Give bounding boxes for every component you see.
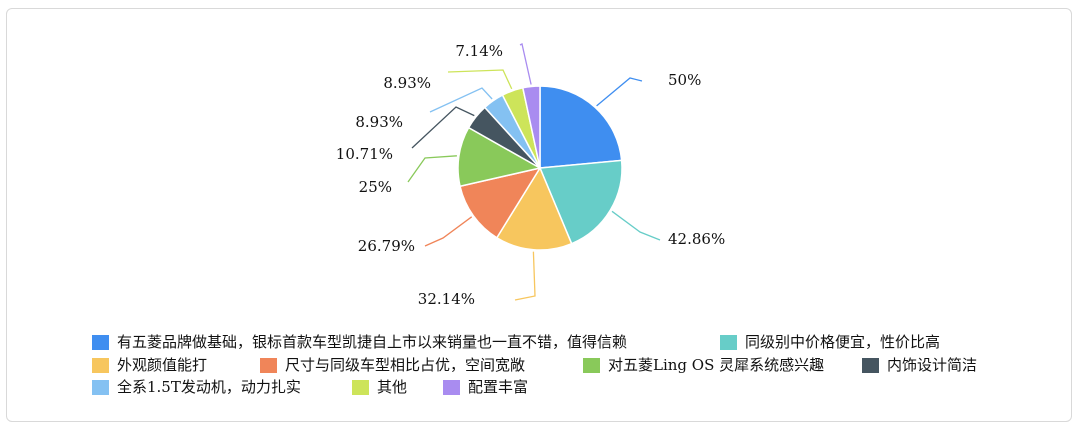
pie-slice-1 — [539, 85, 623, 169]
slice-label-5: 25% — [359, 178, 392, 196]
legend-label-5: 对五菱Ling OS 灵犀系统感兴趣 — [608, 356, 824, 374]
pie-slice-4 — [459, 166, 542, 239]
legend-swatch-9 — [443, 380, 460, 395]
slice-label-6: 10.71% — [336, 145, 393, 163]
legend-swatch-7 — [92, 380, 109, 395]
slice-label-3: 32.14% — [418, 290, 475, 308]
pie-slice-3 — [495, 166, 573, 251]
pie-slices — [457, 85, 623, 251]
leader-line-3 — [514, 251, 536, 301]
slice-labels: 50% 42.86% 32.14% 26.79% 25% 10.71% 8.93% 8.93%… — [336, 42, 725, 308]
legend-swatch-5 — [583, 358, 600, 373]
leader-lines — [407, 43, 661, 301]
legend-label-9: 配置丰富 — [468, 378, 528, 396]
leader-line-2 — [611, 210, 661, 241]
legend-swatch-2 — [720, 335, 737, 350]
pie-slice-5 — [457, 126, 543, 188]
legend-swatch-6 — [862, 358, 879, 373]
legend-label-4: 尺寸与同级车型相比占优，空间宽敞 — [285, 356, 525, 374]
pie-slice-9 — [521, 85, 541, 169]
legend-label-2: 同级别中价格便宜，性价比高 — [745, 333, 940, 351]
legend-label-3: 外观颜值能打 — [117, 356, 207, 374]
legend-swatch-3 — [92, 358, 109, 373]
slice-label-9: 7.14% — [455, 42, 503, 60]
legend-swatch-4 — [260, 358, 277, 373]
slice-label-8: 8.93% — [383, 74, 431, 92]
legend-swatch-1 — [92, 335, 109, 350]
pie-slice-2 — [538, 159, 623, 245]
legend-label-7: 全系1.5T发动机，动力扎实 — [117, 378, 301, 396]
slice-label-1: 50% — [668, 71, 701, 89]
slice-label-4: 26.79% — [358, 237, 415, 255]
slice-label-2: 42.86% — [668, 230, 725, 248]
leader-line-7 — [429, 87, 493, 113]
legend-label-1: 有五菱品牌做基础，银标首款车型凯捷自上市以来销量也一直不错，值得信赖 — [117, 333, 627, 351]
legend-swatch-8 — [352, 380, 369, 395]
slice-label-7: 8.93% — [355, 113, 403, 131]
leader-line-8 — [447, 69, 513, 90]
leader-line-4 — [424, 216, 473, 247]
leader-line-1 — [596, 77, 643, 107]
leader-line-6 — [411, 106, 475, 149]
legend: 有五菱品牌做基础，银标首款车型凯捷自上市以来销量也一直不错，值得信赖 同级别中价格… — [92, 333, 977, 396]
legend-label-6: 内饰设计简洁 — [887, 356, 977, 374]
leader-line-5 — [407, 155, 457, 183]
leader-line-9 — [519, 43, 532, 85]
legend-label-8: 其他 — [377, 378, 407, 396]
